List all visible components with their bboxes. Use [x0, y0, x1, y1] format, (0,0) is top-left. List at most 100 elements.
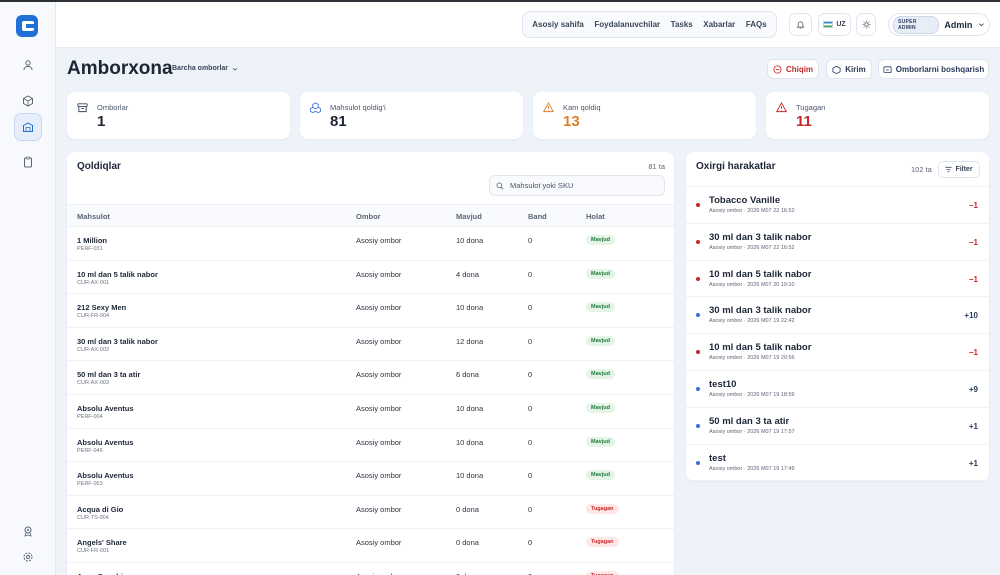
nav-home[interactable]: Asosiy sahifa	[532, 20, 584, 29]
list-item[interactable]: test10 Asosiy ombor · 2026 M07 19 18:59 +9	[686, 371, 989, 408]
table-row[interactable]: Absolu Aventus PERF-046 Asosiy ombor 10 don…	[67, 429, 674, 463]
status-badge: Mavjud	[586, 268, 615, 279]
stat-label: Omborlar	[97, 103, 129, 112]
table-row[interactable]: 30 ml dan 3 talik nabor CUR-AX-002 Asosiy …	[67, 328, 674, 362]
filter-button[interactable]: Filter	[938, 161, 980, 178]
product-name: Aqua Sapphire	[77, 572, 130, 575]
col-warehouse[interactable]: Ombor	[356, 212, 381, 221]
product-sku: PERF-004	[77, 413, 103, 420]
nav-messages[interactable]: Xabarlar	[703, 20, 736, 29]
list-item[interactable]: test Asosiy ombor · 2026 M07 19 17:49 +1	[686, 445, 989, 481]
table-row[interactable]: 10 ml dan 5 talik nabor CUR-AX-001 Asosiy …	[67, 261, 674, 295]
theme-toggle[interactable]	[856, 13, 876, 36]
nav-faqs[interactable]: FAQs	[745, 20, 767, 29]
movement-delta: −1	[968, 348, 978, 358]
minus-circle-icon	[773, 64, 782, 74]
app-logo-icon[interactable]	[15, 14, 39, 38]
status-badge: Tugagan	[586, 537, 619, 548]
stat-value: 13	[563, 113, 580, 130]
sidebar-warehouse-icon[interactable]	[14, 113, 42, 141]
col-reserved[interactable]: Band	[528, 212, 547, 221]
boxes-icon	[310, 102, 321, 113]
main-nav: Asosiy sahifa Foydalanuvchilar Tasks Xab…	[522, 11, 777, 38]
warehouse-cell: Asosiy ombor	[356, 403, 402, 413]
table-row[interactable]: 50 ml dan 3 ta atir CUR-AX-003 Asosiy ombo…	[67, 361, 674, 395]
table-row[interactable]: 1 Million PERF-031 Asosiy ombor 10 dona 0 Mav…	[67, 227, 674, 261]
product-sku: PERF-046	[77, 447, 103, 454]
sidebar-products-icon[interactable]	[16, 89, 40, 113]
list-item[interactable]: 50 ml dan 3 ta atir Asosiy ombor · 2026 M…	[686, 408, 989, 445]
stat-card-warehouses: Omborlar 1	[67, 92, 290, 139]
available-cell: 10 dona	[456, 471, 484, 481]
incoming-label: Kirim	[845, 64, 866, 74]
nav-tasks[interactable]: Tasks	[670, 20, 693, 29]
sidebar-users-icon[interactable]	[16, 53, 40, 77]
language-label: UZ	[836, 21, 846, 28]
manage-warehouses-button[interactable]: Omborlarni boshqarish	[878, 59, 989, 79]
product-name: 212 Sexy Men	[77, 303, 127, 313]
warehouse-cell: Asosiy ombor	[356, 370, 402, 380]
product-sku: CUR-FR-001	[77, 548, 110, 555]
search-input[interactable]	[510, 181, 660, 190]
nav-users[interactable]: Foydalanuvchilar	[594, 20, 661, 29]
movement-delta: −1	[968, 201, 978, 210]
notifications-button[interactable]	[789, 13, 812, 36]
warehouse-cell: Asosiy ombor	[356, 269, 402, 279]
user-name: Admin	[944, 19, 973, 30]
reserved-cell: 0	[528, 437, 533, 447]
table-row[interactable]: Aqua Sapphire Asosiy ombor 0 dona 0 Tugagan	[67, 563, 674, 575]
list-item[interactable]: 30 ml dan 3 talik nabor Asosiy ombor · 20…	[686, 297, 989, 335]
manage-warehouses-label: Omborlarni boshqarish	[895, 64, 985, 74]
user-menu[interactable]: SUPER ADMIN Admin	[888, 13, 990, 36]
available-cell: 10 dona	[456, 236, 484, 245]
sidebar	[0, 2, 56, 575]
stat-label: Mahsulot qoldig'i	[330, 103, 386, 112]
page-title: Amborxona	[67, 58, 173, 79]
list-item[interactable]: 10 ml dan 5 talik nabor Asosiy ombor · 20…	[686, 334, 989, 371]
table-row[interactable]: 212 Sexy Men CUR-FR-004 Asosiy ombor 10 don…	[67, 294, 674, 328]
sidebar-clipboard-icon[interactable]	[16, 150, 40, 174]
list-item[interactable]: 30 ml dan 3 talik nabor Asosiy ombor · 20…	[686, 224, 989, 261]
list-item[interactable]: 10 ml dan 5 talik nabor Asosiy ombor · 20…	[686, 261, 989, 298]
warehouse-cell: Asosiy ombor	[356, 538, 402, 548]
product-name: Absolu Aventus	[77, 437, 134, 447]
recent-title: Oxirgi harakatlar	[696, 161, 776, 172]
status-badge: Tugagan	[586, 503, 619, 514]
col-product[interactable]: Mahsulot	[77, 212, 110, 221]
movement-dot-icon	[696, 276, 700, 281]
table-row[interactable]: Absolu Aventus PERF-053 Asosiy ombor 10 don…	[67, 462, 674, 496]
movement-delta: +9	[968, 384, 978, 394]
product-sku: CUR-AX-001	[77, 279, 110, 286]
sidebar-badge-icon[interactable]	[16, 519, 40, 543]
status-badge: Mavjud	[586, 402, 615, 413]
movement-dot-icon	[696, 203, 700, 207]
table-row[interactable]: Angels' Share CUR-FR-001 Asosiy ombor 0 don…	[67, 529, 674, 563]
col-available[interactable]: Mavjud	[456, 212, 482, 221]
reserved-cell: 0	[528, 336, 533, 346]
recent-activity-panel: Oxirgi harakatlar 102 ta Filter Tobacco …	[686, 152, 989, 481]
incoming-button[interactable]: Kirim	[826, 59, 872, 79]
sidebar-settings-icon[interactable]	[16, 545, 40, 569]
bell-icon	[796, 21, 805, 29]
stat-label: Kam qoldiq	[563, 103, 601, 112]
reserved-cell: 0	[528, 403, 533, 413]
movement-product: 50 ml dan 3 ta atir	[709, 415, 790, 427]
list-item[interactable]: Tobacco Vanille Asosiy ombor · 2026 M07 2…	[686, 187, 989, 224]
movement-product: test10	[709, 378, 737, 390]
product-name: 1 Million	[77, 236, 107, 245]
movement-meta: Asosiy ombor · 2026 M07 19 20:56	[709, 355, 795, 362]
stat-card-out-of-stock: Tugagan 11	[766, 92, 989, 139]
movement-delta: +1	[968, 421, 978, 431]
table-row[interactable]: Acqua di Gio CUR-TS-004 Asosiy ombor 0 dona…	[67, 496, 674, 530]
store-filter-select[interactable]: Barcha omborlar	[172, 65, 238, 72]
movement-product: 30 ml dan 3 talik nabor	[709, 231, 812, 243]
outgoing-button[interactable]: Chiqim	[767, 59, 819, 79]
col-status[interactable]: Holat	[586, 212, 605, 221]
table-row[interactable]: Absolu Aventus PERF-004 Asosiy ombor 10 don…	[67, 395, 674, 429]
search-box[interactable]	[489, 175, 665, 196]
chevron-down-icon	[979, 23, 985, 27]
language-select[interactable]: UZ	[818, 13, 851, 36]
activity-list: Tobacco Vanille Asosiy ombor · 2026 M07 2…	[686, 186, 989, 481]
movement-meta: Asosiy ombor · 2026 M07 19 22:42	[709, 318, 795, 325]
movement-meta: Asosiy ombor · 2026 M07 19 17:49	[709, 465, 795, 472]
